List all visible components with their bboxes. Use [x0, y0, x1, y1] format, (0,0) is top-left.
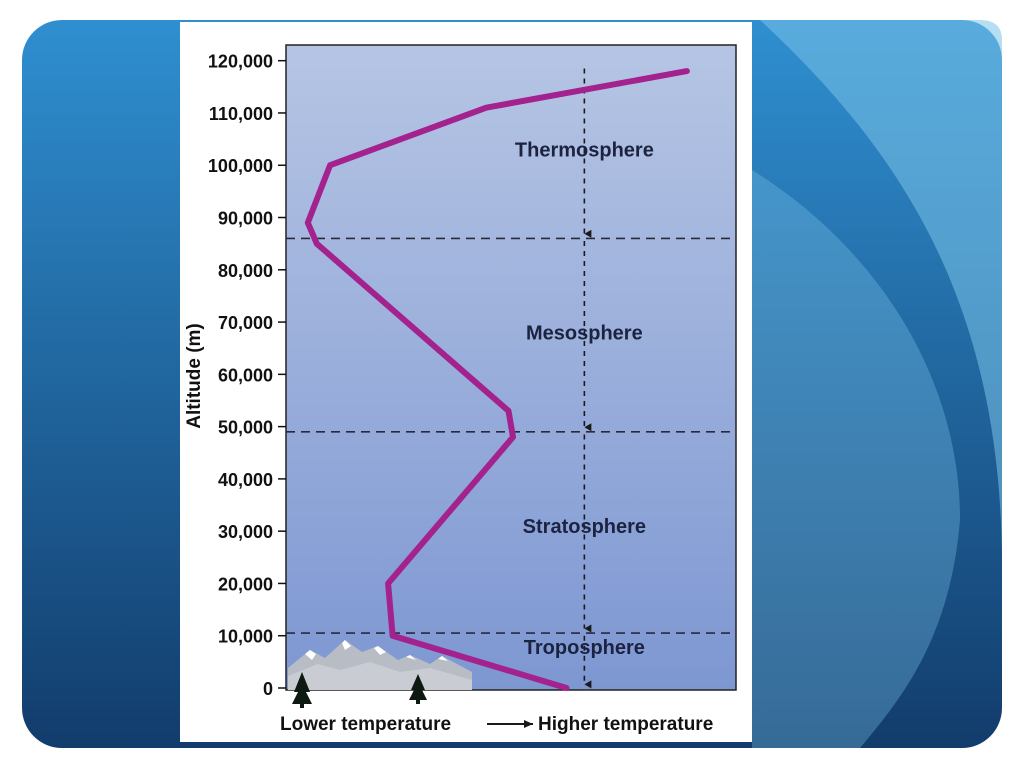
y-axis-ticks: 0 10,000 20,000 30,000 40,000 50,000 60,000 70,…: [208, 52, 286, 699]
layer-label-stratosphere: Stratosphere: [523, 516, 646, 538]
curve-point: [506, 408, 512, 414]
y-tick-label: 30,000: [218, 522, 273, 542]
curve-point: [510, 434, 516, 440]
layer-label-thermosphere: Thermosphere: [515, 140, 654, 162]
decorative-swoosh: [752, 170, 960, 748]
curve-point: [483, 105, 489, 111]
curve-point: [314, 241, 320, 247]
layer-label-mesosphere: Mesosphere: [526, 323, 643, 345]
y-tick-label: 80,000: [218, 261, 273, 281]
curve-point: [327, 162, 333, 168]
pine-tree-icon: [292, 672, 312, 708]
curve-point: [684, 68, 690, 74]
y-tick-label: 10,000: [218, 627, 273, 647]
decorative-swoosh: [760, 20, 1002, 560]
curve-point: [305, 220, 311, 226]
y-axis-label: Altitude (m): [184, 323, 205, 429]
y-tick-label: 40,000: [218, 470, 273, 490]
y-tick-label: 0: [263, 679, 273, 699]
y-tick-label: 110,000: [209, 104, 273, 124]
plot-area: [285, 44, 737, 691]
y-tick-label: 20,000: [218, 574, 273, 594]
curve-point: [385, 580, 391, 586]
snow-capped-mountain-icon: [288, 640, 472, 690]
x-axis-label-high: Higher temperature: [538, 714, 713, 735]
y-tick-label: 70,000: [218, 313, 273, 333]
y-tick-label: 100,000: [208, 156, 273, 176]
curve-point: [564, 685, 570, 691]
y-tick-label: 90,000: [218, 209, 273, 229]
curve-points: [305, 68, 690, 691]
y-tick-label: 120,000: [208, 52, 273, 72]
temperature-profile-curve: [304, 68, 690, 691]
layer-labels: Troposphere Stratosphere Mesosphere Thermos…: [515, 140, 654, 660]
x-axis-label-low: Lower temperature: [280, 714, 451, 735]
pine-tree-icon: [409, 674, 427, 704]
y-tick-label: 50,000: [218, 418, 273, 438]
layer-label-troposphere: Troposphere: [524, 637, 645, 659]
curve-point: [390, 633, 396, 639]
y-tick-label: 60,000: [218, 365, 273, 385]
